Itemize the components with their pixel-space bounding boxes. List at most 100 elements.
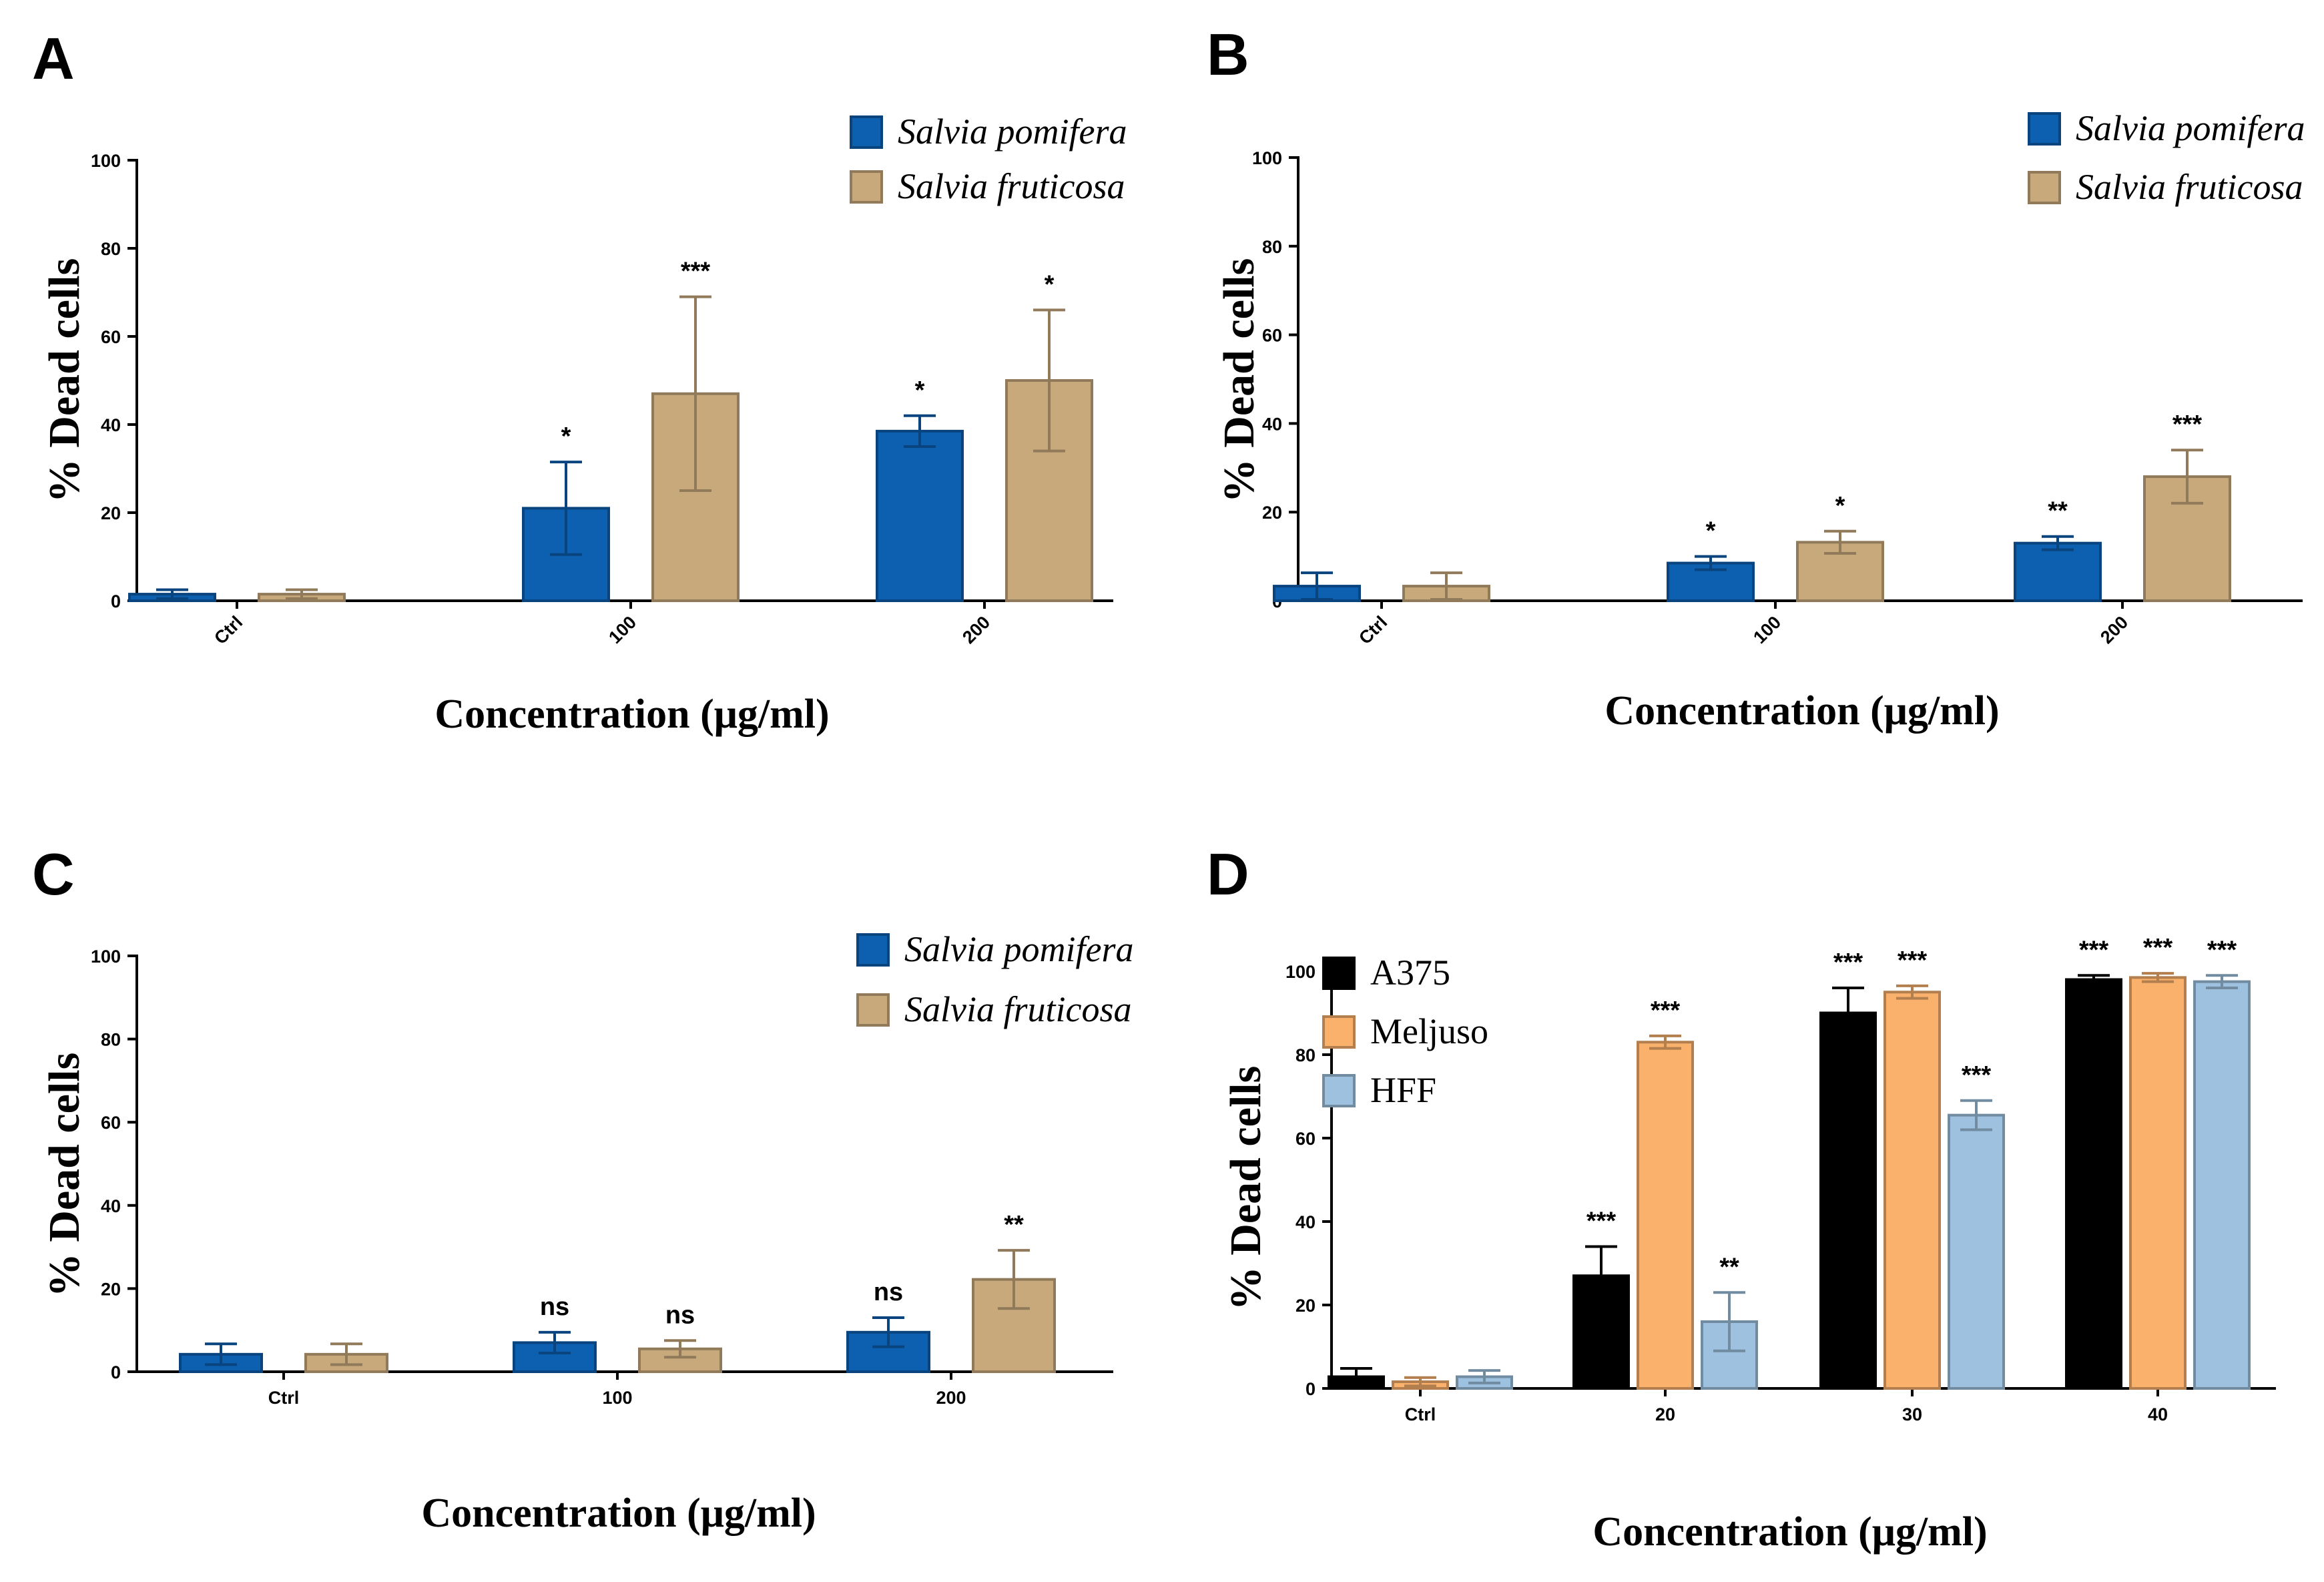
x-axis-title: Concentration (μg/ml) (1592, 1509, 1987, 1555)
y-tick-label: 0 (1305, 1379, 1316, 1399)
y-tick-label: 80 (101, 239, 121, 259)
x-axis-title: Concentration (μg/ml) (434, 692, 829, 737)
legend-swatch (856, 933, 890, 967)
x-tick-label: 100 (1749, 612, 1785, 647)
bar (1883, 991, 1941, 1390)
legend-swatch (1322, 1015, 1356, 1049)
bar (876, 429, 964, 603)
legend-label: HFF (1370, 1070, 1436, 1110)
bar (179, 1352, 263, 1373)
panel-letter: B (1207, 21, 1249, 87)
bar (1948, 1113, 2005, 1390)
y-tick-label: 20 (1295, 1296, 1316, 1316)
significance-label: * (1835, 492, 1845, 520)
y-tick-label: 100 (1252, 148, 1282, 168)
panel-letter: C (32, 841, 75, 907)
legend-label: A375 (1370, 953, 1450, 993)
significance-label: ns (665, 1301, 695, 1329)
panel-letter: D (1207, 841, 1249, 907)
significance-label: *** (2143, 934, 2173, 962)
panel-letter: A (32, 25, 75, 91)
x-tick-label: 40 (2148, 1404, 2168, 1424)
y-tick-label: 40 (101, 415, 121, 435)
panel-d: D 0 20 40 60 80 100 % Dead cells Concentration (… (1207, 841, 2276, 1555)
x-tick-label: 200 (958, 612, 994, 647)
bar (2014, 541, 2102, 602)
significance-label: *** (1898, 947, 1928, 975)
legend: Salvia pomifera Salvia fruticosa (856, 929, 1133, 1029)
x-tick-label: Ctrl (1405, 1404, 1436, 1424)
x-tick-label: 200 (2096, 612, 2132, 647)
x-tick-label: Ctrl (268, 1388, 300, 1408)
significance-label: ns (540, 1293, 569, 1321)
y-tick-label: 20 (101, 1279, 121, 1299)
legend-swatch (850, 115, 883, 149)
legend-swatch (2028, 112, 2061, 146)
legend: Salvia pomifera Salvia fruticosa (2028, 108, 2305, 207)
legend: Salvia pomifera Salvia fruticosa (850, 111, 1127, 206)
y-tick-label: 80 (1295, 1045, 1316, 1065)
y-tick-label: 100 (91, 151, 121, 171)
legend-swatch (856, 993, 890, 1027)
legend-label: Salvia fruticosa (904, 989, 1131, 1029)
legend-swatch (2028, 171, 2061, 204)
bar (1637, 1041, 1694, 1390)
significance-label: *** (1651, 997, 1681, 1025)
y-tick-label: 100 (1285, 962, 1316, 982)
y-tick-label: 60 (1295, 1129, 1316, 1149)
legend-swatch (1322, 1074, 1356, 1107)
significance-label: ** (1004, 1211, 1024, 1239)
y-tick-label: 20 (101, 503, 121, 523)
significance-label: ** (1719, 1253, 1739, 1281)
y-tick-label: 0 (111, 591, 121, 611)
significance-label: * (1706, 517, 1716, 545)
y-axis-title: % Dead cells (1215, 258, 1263, 503)
y-tick-label: 40 (1262, 414, 1282, 434)
x-axis-title: Concentration (μg/ml) (1605, 688, 1999, 734)
significance-label: * (1045, 270, 1055, 298)
y-tick-label: 60 (101, 1113, 121, 1133)
x-tick-label: Ctrl (210, 612, 246, 648)
bar (2193, 980, 2251, 1390)
legend-swatch (850, 170, 883, 204)
significance-label: * (915, 376, 925, 405)
y-tick-label: 60 (101, 327, 121, 347)
significance-label: *** (1962, 1061, 1992, 1089)
y-axis-title: % Dead cells (40, 1053, 89, 1298)
x-tick-label: 20 (1655, 1404, 1675, 1424)
significance-label: *** (2172, 411, 2203, 439)
legend-label: Meljuso (1370, 1011, 1488, 1051)
legend-swatch (1322, 957, 1356, 990)
legend-label: Salvia fruticosa (898, 166, 1125, 206)
panel-a: A 0 20 40 60 80 100 % Dead cells Concentration (… (32, 25, 1127, 737)
y-tick-label: 0 (111, 1362, 121, 1382)
x-tick-label: 100 (602, 1388, 632, 1408)
y-axis-title: % Dead cells (40, 258, 89, 503)
legend: A375 Meljuso HFF (1322, 953, 1488, 1110)
bar (2129, 976, 2187, 1390)
significance-label: ns (874, 1278, 903, 1306)
significance-label: *** (681, 258, 711, 286)
y-axis-title: % Dead cells (1221, 1066, 1270, 1311)
significance-label: *** (1833, 949, 1863, 977)
significance-label: *** (2079, 936, 2109, 964)
y-tick-label: 80 (1262, 237, 1282, 257)
x-tick-label: Ctrl (1355, 612, 1391, 648)
y-tick-label: 100 (91, 947, 121, 967)
x-tick-label: 200 (936, 1388, 966, 1408)
x-tick-label: 30 (1902, 1404, 1922, 1424)
y-tick-label: 60 (1262, 326, 1282, 346)
panel-c: C 0 20 40 60 80 100 % Dead cells Concentration (… (32, 841, 1133, 1536)
y-tick-label: 40 (1295, 1212, 1316, 1232)
y-tick-label: 80 (101, 1030, 121, 1050)
significance-label: ** (2048, 497, 2068, 525)
y-tick-label: 40 (101, 1196, 121, 1216)
significance-label: *** (2207, 936, 2237, 964)
significance-label: *** (1586, 1208, 1617, 1236)
significance-label: * (561, 423, 571, 451)
legend-label: Salvia pomifera (898, 111, 1127, 152)
bar (2065, 978, 2122, 1390)
